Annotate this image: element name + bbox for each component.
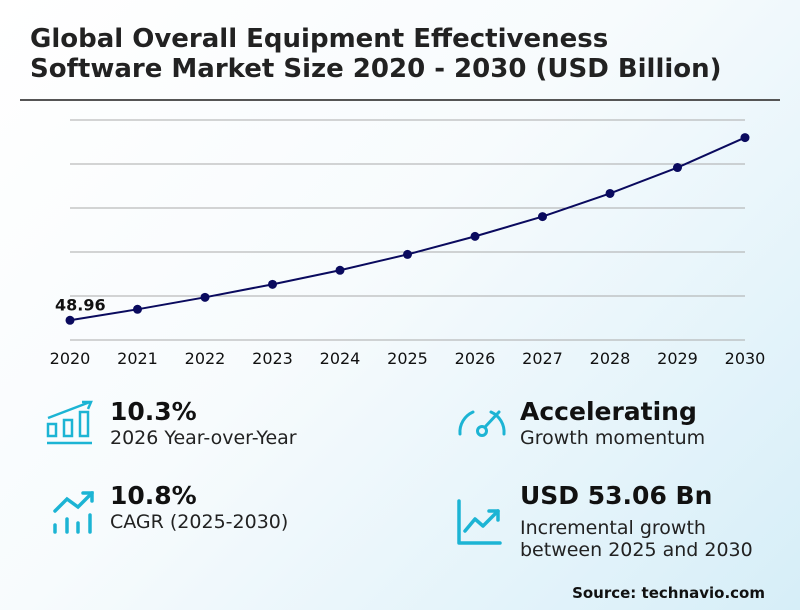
momentum-label: Growth momentum [520,427,706,449]
data-point [335,265,345,275]
incremental-value: USD 53.06 Bn [520,481,713,510]
x-tick-label: 2020 [50,349,91,368]
momentum-value: Accelerating [520,397,697,426]
x-tick-label: 2029 [657,349,698,368]
incremental-label: Incremental growth between 2025 and 2030 [520,517,753,561]
yoy-label: 2026 Year-over-Year [110,427,297,449]
data-point [470,231,480,241]
x-tick-label: 2026 [455,349,496,368]
line-chart: 2020 2021 2022 2023 2024 2025 2026 2027 2028 2029… [50,119,766,368]
title-divider [20,99,780,101]
data-point [133,304,142,314]
data-label: 48.96 [55,295,106,314]
data-point [740,133,750,143]
data-point [200,292,210,302]
x-tick-label: 2030 [725,349,766,368]
trend-bars-icon [52,489,96,539]
x-tick-label: 2027 [522,349,563,368]
data-point [268,279,277,289]
bar-chart-growth-icon [46,400,94,450]
x-tick-label: 2024 [320,349,361,368]
speedometer-icon [457,406,507,442]
data-point [65,315,75,325]
data-point [605,188,615,198]
x-tick-label: 2021 [117,349,158,368]
series-line [69,136,746,322]
data-point [538,212,547,222]
yoy-value: 10.3% [110,397,197,426]
data-point [403,249,412,259]
cagr-value: 10.8% [110,481,197,510]
data-point [673,163,682,173]
x-tick-label: 2025 [387,349,428,368]
source-note: Source: technavio.com [572,584,765,602]
x-tick-label: 2022 [185,349,226,368]
x-tick-label: 2023 [252,349,293,368]
x-tick-label: 2028 [590,349,631,368]
cagr-label: CAGR (2025-2030) [110,511,289,533]
line-chart-icon [456,499,504,551]
chart-title: Global Overall Equipment Effectiveness S… [30,24,722,84]
